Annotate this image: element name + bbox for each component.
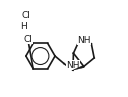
Text: Cl: Cl: [22, 11, 31, 20]
Text: NH: NH: [78, 36, 91, 45]
Text: Cl: Cl: [23, 35, 32, 44]
Text: NH: NH: [66, 61, 80, 70]
Text: H: H: [20, 22, 26, 31]
Polygon shape: [73, 65, 84, 70]
